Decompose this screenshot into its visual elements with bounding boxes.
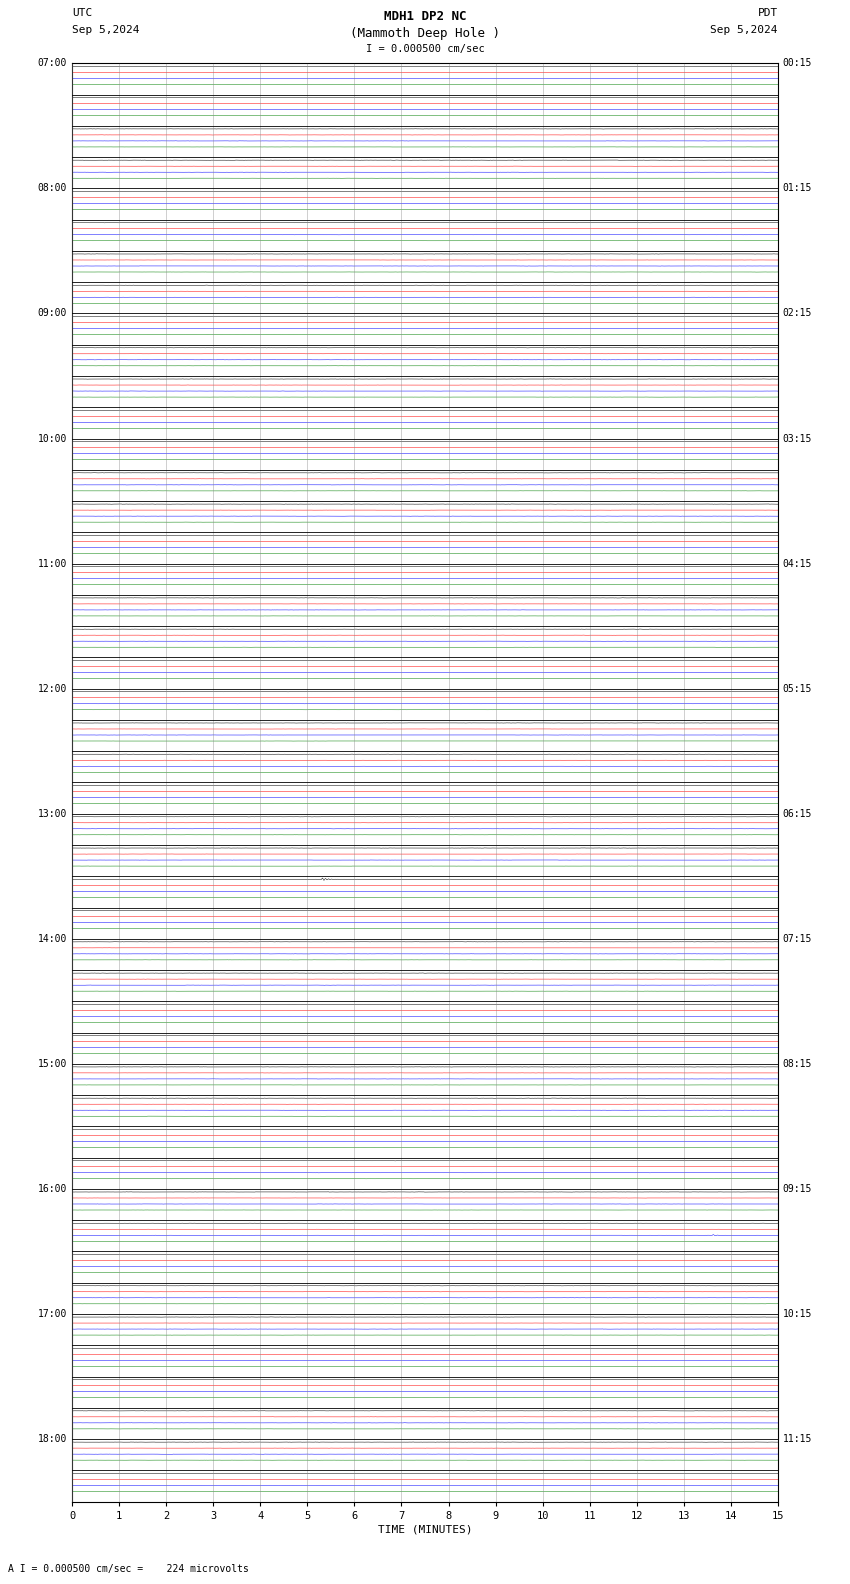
Text: 08:00: 08:00 <box>37 184 67 193</box>
Text: (Mammoth Deep Hole ): (Mammoth Deep Hole ) <box>350 27 500 40</box>
Text: 01:15: 01:15 <box>783 184 813 193</box>
Text: 08:15: 08:15 <box>783 1058 813 1069</box>
Text: 09:15: 09:15 <box>783 1183 813 1194</box>
Text: 02:15: 02:15 <box>783 309 813 318</box>
Text: 07:15: 07:15 <box>783 935 813 944</box>
Text: 11:00: 11:00 <box>37 559 67 569</box>
Text: Sep 5,2024: Sep 5,2024 <box>72 25 139 35</box>
Text: A I = 0.000500 cm/sec =    224 microvolts: A I = 0.000500 cm/sec = 224 microvolts <box>8 1565 249 1574</box>
Text: PDT: PDT <box>757 8 778 17</box>
Text: 00:15: 00:15 <box>783 59 813 68</box>
Text: 18:00: 18:00 <box>37 1434 67 1445</box>
Text: 14:00: 14:00 <box>37 935 67 944</box>
Text: 13:00: 13:00 <box>37 809 67 819</box>
Text: Sep 5,2024: Sep 5,2024 <box>711 25 778 35</box>
Text: 06:15: 06:15 <box>783 809 813 819</box>
Text: 15:00: 15:00 <box>37 1058 67 1069</box>
Text: 11:15: 11:15 <box>783 1434 813 1445</box>
Text: MDH1 DP2 NC: MDH1 DP2 NC <box>383 10 467 22</box>
Text: 17:00: 17:00 <box>37 1308 67 1319</box>
X-axis label: TIME (MINUTES): TIME (MINUTES) <box>377 1525 473 1535</box>
Text: 07:00: 07:00 <box>37 59 67 68</box>
Text: 12:00: 12:00 <box>37 684 67 694</box>
Text: 09:00: 09:00 <box>37 309 67 318</box>
Text: I = 0.000500 cm/sec: I = 0.000500 cm/sec <box>366 44 484 54</box>
Text: UTC: UTC <box>72 8 93 17</box>
Text: 16:00: 16:00 <box>37 1183 67 1194</box>
Text: 03:15: 03:15 <box>783 434 813 444</box>
Text: 10:15: 10:15 <box>783 1308 813 1319</box>
Text: 10:00: 10:00 <box>37 434 67 444</box>
Text: 04:15: 04:15 <box>783 559 813 569</box>
Text: 05:15: 05:15 <box>783 684 813 694</box>
